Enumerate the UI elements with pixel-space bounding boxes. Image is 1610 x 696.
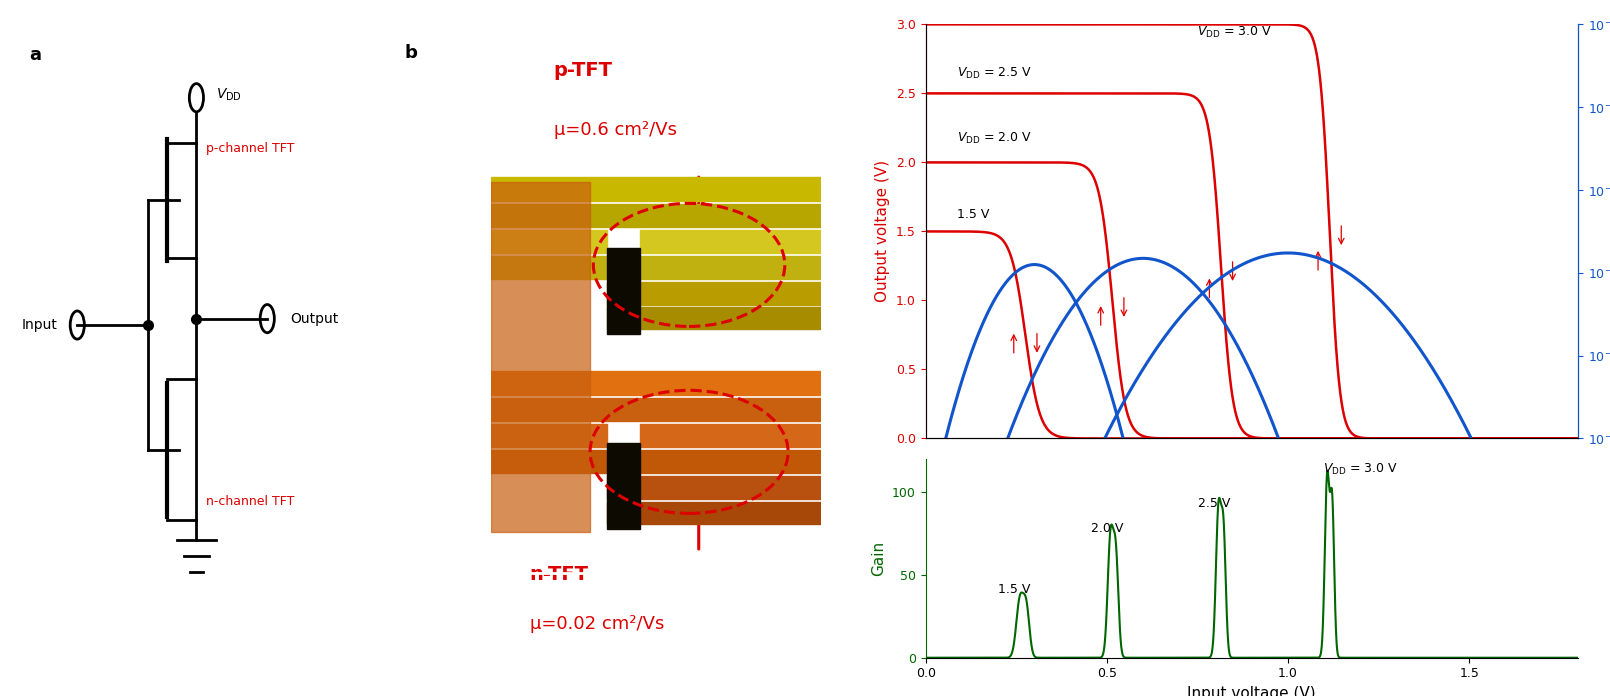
Text: p-TFT: p-TFT [554,61,613,79]
Text: 1.5 V: 1.5 V [998,583,1030,596]
Bar [491,398,821,421]
Text: $V_\mathrm{DD}$ = 2.5 V: $V_\mathrm{DD}$ = 2.5 V [956,66,1032,81]
Bar [491,182,589,532]
Text: n-TFT: n-TFT [530,565,589,584]
Text: 1.5 V: 1.5 V [956,207,989,221]
Bar [607,503,821,524]
Text: Output: Output [290,312,338,326]
Bar [639,230,821,253]
Bar [639,450,821,473]
Y-axis label: Gain: Gain [871,541,887,576]
Bar [491,230,607,253]
Bar [491,177,821,201]
Text: Input: Input [23,318,58,332]
Bar [491,425,607,447]
Y-axis label: Output voltage (V): Output voltage (V) [876,160,890,303]
Bar [607,477,821,499]
Text: 2.5 V: 2.5 V [1198,498,1230,510]
Text: $V_\mathrm{DD}$ = 3.0 V: $V_\mathrm{DD}$ = 3.0 V [1323,461,1397,477]
Text: 2.0 V: 2.0 V [1090,522,1124,535]
X-axis label: Input voltage (V): Input voltage (V) [1188,686,1315,696]
Bar [491,205,821,227]
Text: $V_\mathrm{DD}$ = 2.0 V: $V_\mathrm{DD}$ = 2.0 V [956,131,1032,145]
Bar [607,308,821,329]
Bar [491,450,607,473]
Bar [607,283,821,305]
Bar [607,443,639,528]
Text: μ=0.6 cm²/Vs: μ=0.6 cm²/Vs [554,121,676,139]
Text: n-channel TFT: n-channel TFT [206,495,295,507]
Text: p-channel TFT: p-channel TFT [206,143,295,155]
Text: $V_\mathrm{DD}$: $V_\mathrm{DD}$ [216,86,242,103]
Text: a: a [29,47,40,65]
Text: μ=0.02 cm²/Vs: μ=0.02 cm²/Vs [530,615,663,633]
Bar [491,372,821,395]
Text: $V_\mathrm{DD}$ = 3.0 V: $V_\mathrm{DD}$ = 3.0 V [1198,24,1272,40]
Bar [639,425,821,447]
Bar [491,256,607,279]
Text: 500 μm: 500 μm [510,579,554,589]
Bar [607,248,639,333]
Text: b: b [404,44,417,62]
Bar [639,256,821,279]
